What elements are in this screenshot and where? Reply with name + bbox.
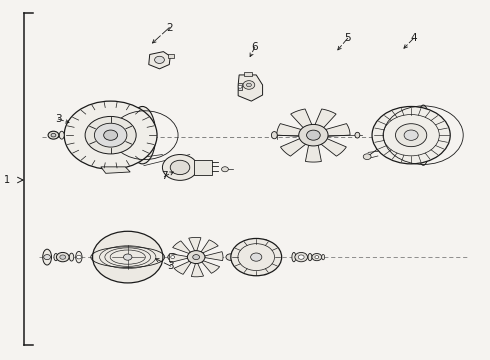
- Circle shape: [85, 116, 136, 154]
- Text: 3: 3: [168, 261, 174, 271]
- Circle shape: [221, 167, 228, 172]
- Bar: [168, 54, 174, 58]
- Ellipse shape: [308, 253, 312, 261]
- Ellipse shape: [259, 239, 271, 275]
- Circle shape: [231, 238, 282, 276]
- Circle shape: [168, 253, 177, 261]
- Text: 3: 3: [55, 114, 62, 124]
- Circle shape: [246, 83, 251, 87]
- Polygon shape: [170, 253, 188, 262]
- Circle shape: [312, 253, 322, 261]
- Circle shape: [162, 154, 197, 180]
- Text: 4: 4: [410, 33, 417, 43]
- Polygon shape: [280, 138, 306, 156]
- Circle shape: [315, 256, 319, 258]
- Ellipse shape: [59, 131, 64, 139]
- Polygon shape: [201, 240, 218, 253]
- Circle shape: [251, 253, 262, 261]
- Ellipse shape: [54, 253, 58, 261]
- Circle shape: [56, 252, 69, 262]
- Circle shape: [238, 85, 242, 88]
- Text: 7: 7: [161, 171, 168, 181]
- Circle shape: [44, 255, 50, 260]
- Circle shape: [155, 56, 164, 63]
- Circle shape: [170, 160, 190, 175]
- Polygon shape: [189, 237, 201, 251]
- Polygon shape: [315, 109, 336, 128]
- Circle shape: [123, 254, 132, 260]
- Circle shape: [171, 256, 174, 258]
- Ellipse shape: [43, 249, 51, 265]
- Ellipse shape: [271, 132, 277, 139]
- Polygon shape: [191, 264, 203, 277]
- Polygon shape: [320, 138, 346, 156]
- Ellipse shape: [416, 105, 431, 165]
- Polygon shape: [149, 51, 170, 69]
- Circle shape: [187, 251, 205, 264]
- Circle shape: [299, 125, 328, 146]
- Polygon shape: [238, 75, 263, 101]
- Ellipse shape: [129, 107, 156, 164]
- Circle shape: [295, 252, 308, 262]
- Circle shape: [307, 130, 320, 140]
- Bar: [194, 159, 212, 175]
- Bar: [244, 72, 252, 76]
- Text: 2: 2: [166, 23, 172, 33]
- Ellipse shape: [51, 134, 56, 137]
- Ellipse shape: [70, 253, 74, 261]
- Circle shape: [76, 255, 81, 259]
- Polygon shape: [202, 261, 220, 273]
- Circle shape: [395, 124, 427, 147]
- Circle shape: [95, 123, 127, 147]
- Polygon shape: [174, 261, 191, 274]
- Circle shape: [193, 255, 199, 260]
- Polygon shape: [325, 123, 350, 136]
- Polygon shape: [172, 241, 191, 253]
- Circle shape: [243, 81, 255, 89]
- Circle shape: [60, 255, 66, 259]
- Circle shape: [404, 130, 418, 140]
- Circle shape: [93, 231, 163, 283]
- Polygon shape: [291, 109, 312, 128]
- Ellipse shape: [75, 251, 82, 263]
- Circle shape: [226, 254, 235, 260]
- Circle shape: [363, 154, 371, 159]
- Polygon shape: [305, 145, 321, 162]
- Text: 6: 6: [251, 42, 258, 52]
- Text: 1: 1: [3, 175, 10, 185]
- Ellipse shape: [292, 252, 296, 262]
- Ellipse shape: [48, 131, 59, 139]
- Polygon shape: [101, 167, 130, 173]
- Polygon shape: [205, 252, 223, 261]
- Ellipse shape: [355, 132, 360, 138]
- Bar: [238, 83, 242, 90]
- Circle shape: [104, 130, 118, 140]
- Circle shape: [372, 107, 450, 164]
- Circle shape: [298, 255, 304, 259]
- Ellipse shape: [322, 255, 325, 260]
- Circle shape: [64, 101, 157, 169]
- Text: 5: 5: [344, 33, 351, 43]
- Polygon shape: [277, 123, 302, 136]
